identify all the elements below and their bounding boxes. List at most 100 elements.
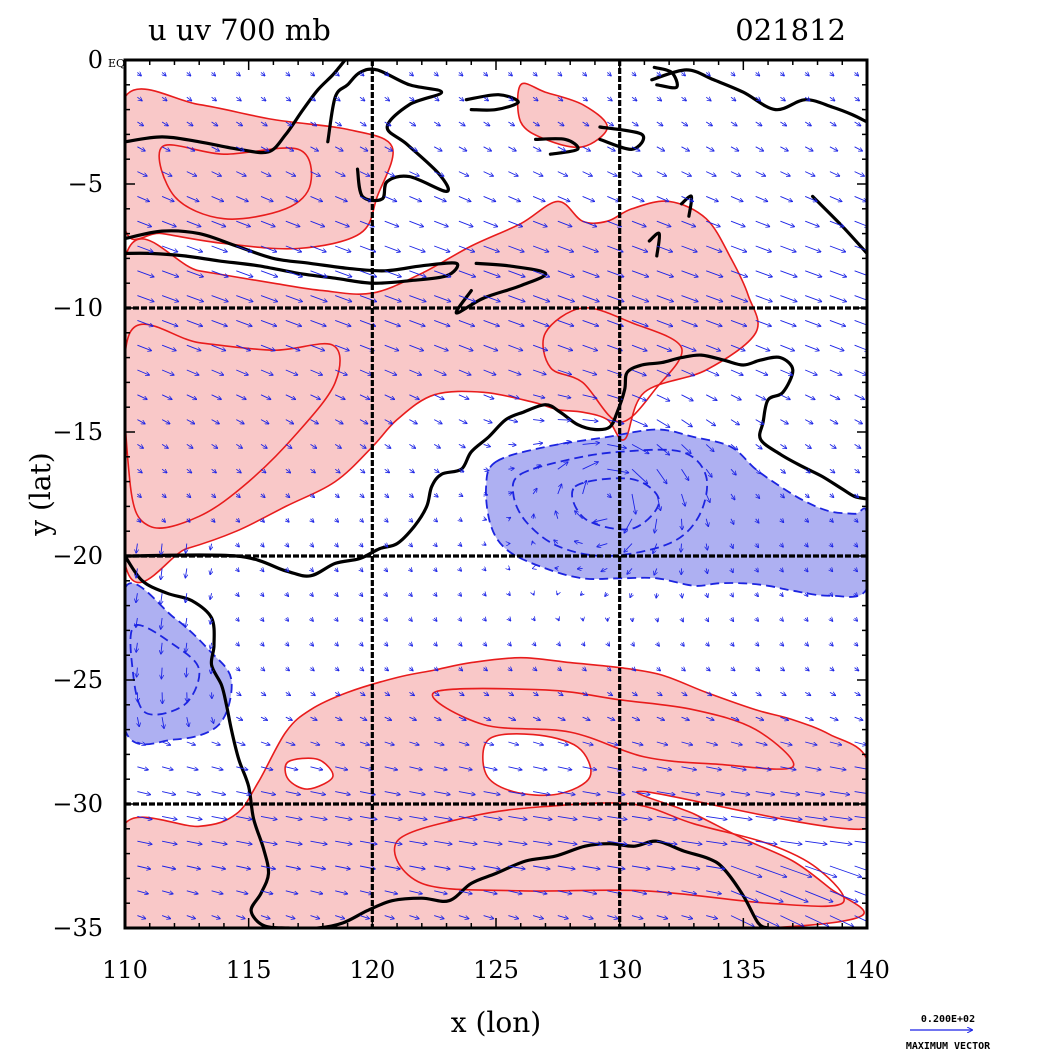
wind-vector [483, 97, 489, 101]
wind-vector [335, 369, 347, 375]
wind-vector [359, 369, 372, 375]
wind-vector [137, 815, 151, 819]
wind-vector [532, 344, 547, 350]
wind-vector [631, 444, 649, 453]
wind-vector [335, 840, 352, 844]
wind-vector [656, 593, 657, 598]
wind-vector [285, 394, 296, 400]
wind-vector [557, 766, 572, 770]
wind-vector [755, 344, 770, 351]
positive-contour [125, 88, 394, 250]
wind-vector [335, 295, 351, 302]
wind-vector [186, 741, 195, 745]
wind-vector [161, 245, 177, 252]
wind-vector [656, 171, 667, 177]
wind-vector [607, 741, 617, 745]
wind-vector [260, 791, 275, 795]
wind-vector [558, 643, 560, 646]
wind-vector [730, 270, 747, 277]
wind-vector [286, 568, 289, 571]
wind-vector [730, 394, 741, 400]
wind-vector [384, 741, 394, 745]
wind-vector [335, 766, 347, 770]
wind-vector [681, 245, 697, 252]
wind-vector [706, 840, 726, 844]
wind-vector [236, 146, 244, 151]
wind-vector [631, 915, 643, 919]
wind-vector [624, 543, 633, 552]
wind-vector [458, 791, 475, 795]
wind-vector [656, 717, 664, 720]
wind-vector [360, 494, 364, 497]
wind-vector [384, 840, 402, 844]
wind-vector [656, 394, 670, 401]
wind-vector [285, 469, 291, 473]
wind-vector [830, 568, 833, 571]
wind-vector [459, 568, 461, 571]
wind-vector [557, 420, 571, 421]
positive-hole [482, 733, 591, 796]
wind-vector [532, 319, 549, 326]
positive-contour [125, 656, 867, 928]
wind-vector [657, 618, 658, 622]
wind-vector [730, 692, 736, 695]
wind-vector [409, 568, 412, 571]
wind-vector [434, 766, 447, 770]
wind-vector [780, 171, 790, 177]
wind-vector [508, 915, 518, 919]
wind-vector [755, 369, 768, 375]
wind-vector [607, 717, 614, 720]
wind-vector [409, 295, 425, 302]
wind-vector [260, 270, 277, 277]
wind-vector [236, 220, 250, 226]
wind-vector [260, 295, 277, 302]
wind-vector [236, 568, 239, 571]
wind-vector [210, 568, 211, 574]
wind-vector [582, 865, 600, 869]
wind-vector [211, 146, 220, 151]
wind-vector [805, 618, 808, 621]
wind-vector [755, 444, 762, 448]
wind-vector [285, 791, 300, 795]
wind-vector [706, 668, 710, 671]
wind-vector [236, 593, 239, 596]
wind-vector [211, 890, 223, 894]
wind-vector [607, 443, 626, 448]
wind-vector [829, 270, 846, 277]
wind-vector [211, 394, 222, 400]
wind-vector [186, 344, 201, 350]
wind-vector [434, 72, 438, 75]
wind-vector [137, 121, 143, 126]
wind-vector [731, 568, 733, 572]
wind-vector [260, 394, 271, 400]
wind-vector [384, 815, 402, 819]
wind-vector [780, 72, 784, 75]
wind-vector [458, 319, 474, 326]
wind-vector [682, 618, 684, 622]
wind-vector [236, 394, 246, 400]
wind-vector [656, 220, 671, 226]
wind-vector [483, 890, 497, 894]
wind-vector [804, 121, 811, 126]
wind-vector [136, 642, 137, 652]
wind-vector [582, 890, 597, 894]
wind-vector [631, 369, 646, 375]
wind-vector [186, 642, 187, 652]
wind-vector [236, 419, 244, 424]
wind-vector [582, 815, 602, 819]
wind-vector [706, 543, 707, 550]
wind-vector [137, 245, 152, 252]
wind-vector [459, 593, 461, 596]
wind-vector [359, 766, 372, 770]
wind-vector [310, 865, 326, 869]
wind-vector [830, 593, 833, 596]
wind-vector [211, 121, 218, 126]
wind-vector [334, 692, 340, 695]
wind-vector [236, 865, 250, 869]
wind-vector [508, 97, 513, 101]
wind-vector [681, 419, 693, 427]
wind-vector [260, 840, 277, 844]
wind-vector [161, 890, 173, 894]
wind-vector [483, 840, 502, 844]
wind-vector [557, 195, 570, 201]
